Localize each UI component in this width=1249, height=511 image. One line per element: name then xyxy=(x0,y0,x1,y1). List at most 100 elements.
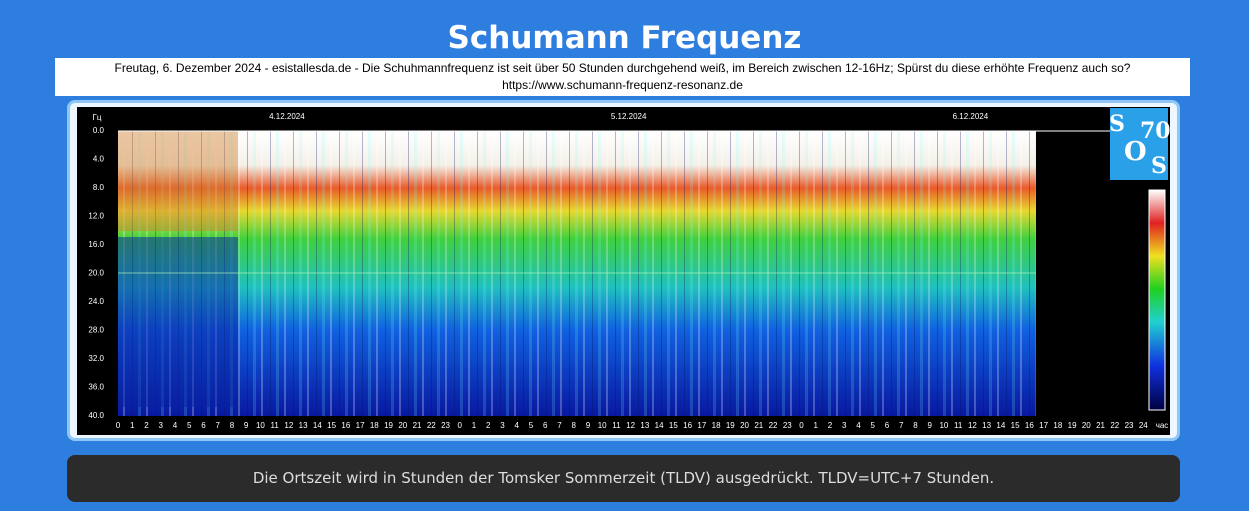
x-label: 4 xyxy=(856,421,861,430)
x-label: 13 xyxy=(299,421,308,430)
x-label: 24 xyxy=(1139,421,1148,430)
x-label: 19 xyxy=(384,421,393,430)
x-label: 13 xyxy=(640,421,649,430)
x-label: 4 xyxy=(514,421,519,430)
y-label: 12.0 xyxy=(88,212,104,221)
x-label: 11 xyxy=(954,421,963,430)
logo-text: S xyxy=(1109,111,1125,137)
x-label: 18 xyxy=(1053,421,1062,430)
x-label: 8 xyxy=(230,421,235,430)
info-box: Freutag, 6. Dezember 2024 - esistallesda… xyxy=(55,58,1190,96)
x-label: 0 xyxy=(799,421,804,430)
x-label: 3 xyxy=(500,421,505,430)
x-label: 21 xyxy=(754,421,763,430)
x-label: 23 xyxy=(441,421,450,430)
x-label: 20 xyxy=(1082,421,1091,430)
x-label: 17 xyxy=(1039,421,1048,430)
x-label: 23 xyxy=(783,421,792,430)
x-label: 12 xyxy=(968,421,977,430)
logo-text: 70 xyxy=(1140,118,1170,144)
page-title: Schumann Frequenz xyxy=(447,20,802,56)
url: https://www.schumann-frequenz-resonanz.d… xyxy=(502,78,743,92)
x-label: 15 xyxy=(1011,421,1020,430)
x-label: 7 xyxy=(899,421,904,430)
spectrum-patch xyxy=(118,131,238,231)
y-label: 0.0 xyxy=(93,126,105,135)
x-label: 15 xyxy=(327,421,336,430)
date-label: 6.12.2024 xyxy=(953,112,989,121)
x-label: 3 xyxy=(158,421,163,430)
x-label: 16 xyxy=(1025,421,1034,430)
x-label: 14 xyxy=(655,421,664,430)
x-label: 7 xyxy=(215,421,220,430)
x-label: 9 xyxy=(586,421,591,430)
x-label: 7 xyxy=(557,421,562,430)
x-label: 1 xyxy=(130,421,135,430)
x-label: 14 xyxy=(313,421,322,430)
x-label: 6 xyxy=(543,421,548,430)
x-label: 5 xyxy=(529,421,534,430)
y-label: 28.0 xyxy=(88,326,104,335)
x-label: 21 xyxy=(1096,421,1105,430)
x-label: 2 xyxy=(144,421,149,430)
x-label: 12 xyxy=(284,421,293,430)
x-label: 19 xyxy=(726,421,735,430)
logo xyxy=(1110,108,1168,180)
x-label: 17 xyxy=(356,421,365,430)
x-label: 2 xyxy=(828,421,833,430)
x-label: 21 xyxy=(413,421,422,430)
x-label: 19 xyxy=(1068,421,1077,430)
x-label: 9 xyxy=(927,421,932,430)
x-label: 0 xyxy=(458,421,463,430)
x-label: 6 xyxy=(885,421,890,430)
x-label: 9 xyxy=(244,421,249,430)
x-label: 6 xyxy=(201,421,206,430)
x-label: 5 xyxy=(870,421,875,430)
y-label: 24.0 xyxy=(88,297,104,306)
x-label: 5 xyxy=(187,421,192,430)
x-label: 13 xyxy=(982,421,991,430)
spectrum-patch xyxy=(118,237,238,407)
x-label: 0 xyxy=(116,421,121,430)
x-label: 2 xyxy=(486,421,491,430)
x-label: 1 xyxy=(814,421,819,430)
x-label: 14 xyxy=(996,421,1005,430)
footer-note: Die Ortszeit wird in Stunden der Tomsker… xyxy=(67,455,1180,502)
x-label: 8 xyxy=(571,421,576,430)
x-label: 22 xyxy=(769,421,778,430)
y-label: 20.0 xyxy=(88,269,104,278)
y-label: 16.0 xyxy=(88,240,104,249)
date-label: 5.12.2024 xyxy=(611,112,647,121)
x-label: 12 xyxy=(626,421,635,430)
x-label: 18 xyxy=(370,421,379,430)
spectrogram: Гц 0.0 4.0 8.0 12.0 16.0 20.0 24.0 28.0 32.0 36.0 4… xyxy=(77,107,1170,435)
x-label: 16 xyxy=(683,421,692,430)
x-unit: час xyxy=(1156,421,1169,430)
x-label: 4 xyxy=(173,421,178,430)
y-label: 36.0 xyxy=(88,383,104,392)
x-label: 15 xyxy=(669,421,678,430)
x-label: 1 xyxy=(472,421,477,430)
x-label: 3 xyxy=(842,421,847,430)
x-label: 10 xyxy=(598,421,607,430)
x-label: 18 xyxy=(712,421,721,430)
x-label: 22 xyxy=(1110,421,1119,430)
y-unit: Гц xyxy=(93,113,102,122)
y-label: 40.0 xyxy=(88,411,104,420)
x-label: 23 xyxy=(1125,421,1134,430)
x-label: 17 xyxy=(697,421,706,430)
x-label: 8 xyxy=(913,421,918,430)
x-label: 11 xyxy=(270,421,279,430)
logo-text: S xyxy=(1151,153,1167,179)
y-label: 8.0 xyxy=(93,183,105,192)
y-label: 32.0 xyxy=(88,354,104,363)
info-line: Freutag, 6. Dezember 2024 - esistallesda… xyxy=(114,61,1131,75)
x-label: 22 xyxy=(427,421,436,430)
x-label: 16 xyxy=(341,421,350,430)
date-label: 4.12.2024 xyxy=(269,112,305,121)
x-label: 10 xyxy=(256,421,265,430)
logo-text: O xyxy=(1124,137,1147,167)
x-label: 10 xyxy=(939,421,948,430)
y-label: 4.0 xyxy=(93,155,105,164)
